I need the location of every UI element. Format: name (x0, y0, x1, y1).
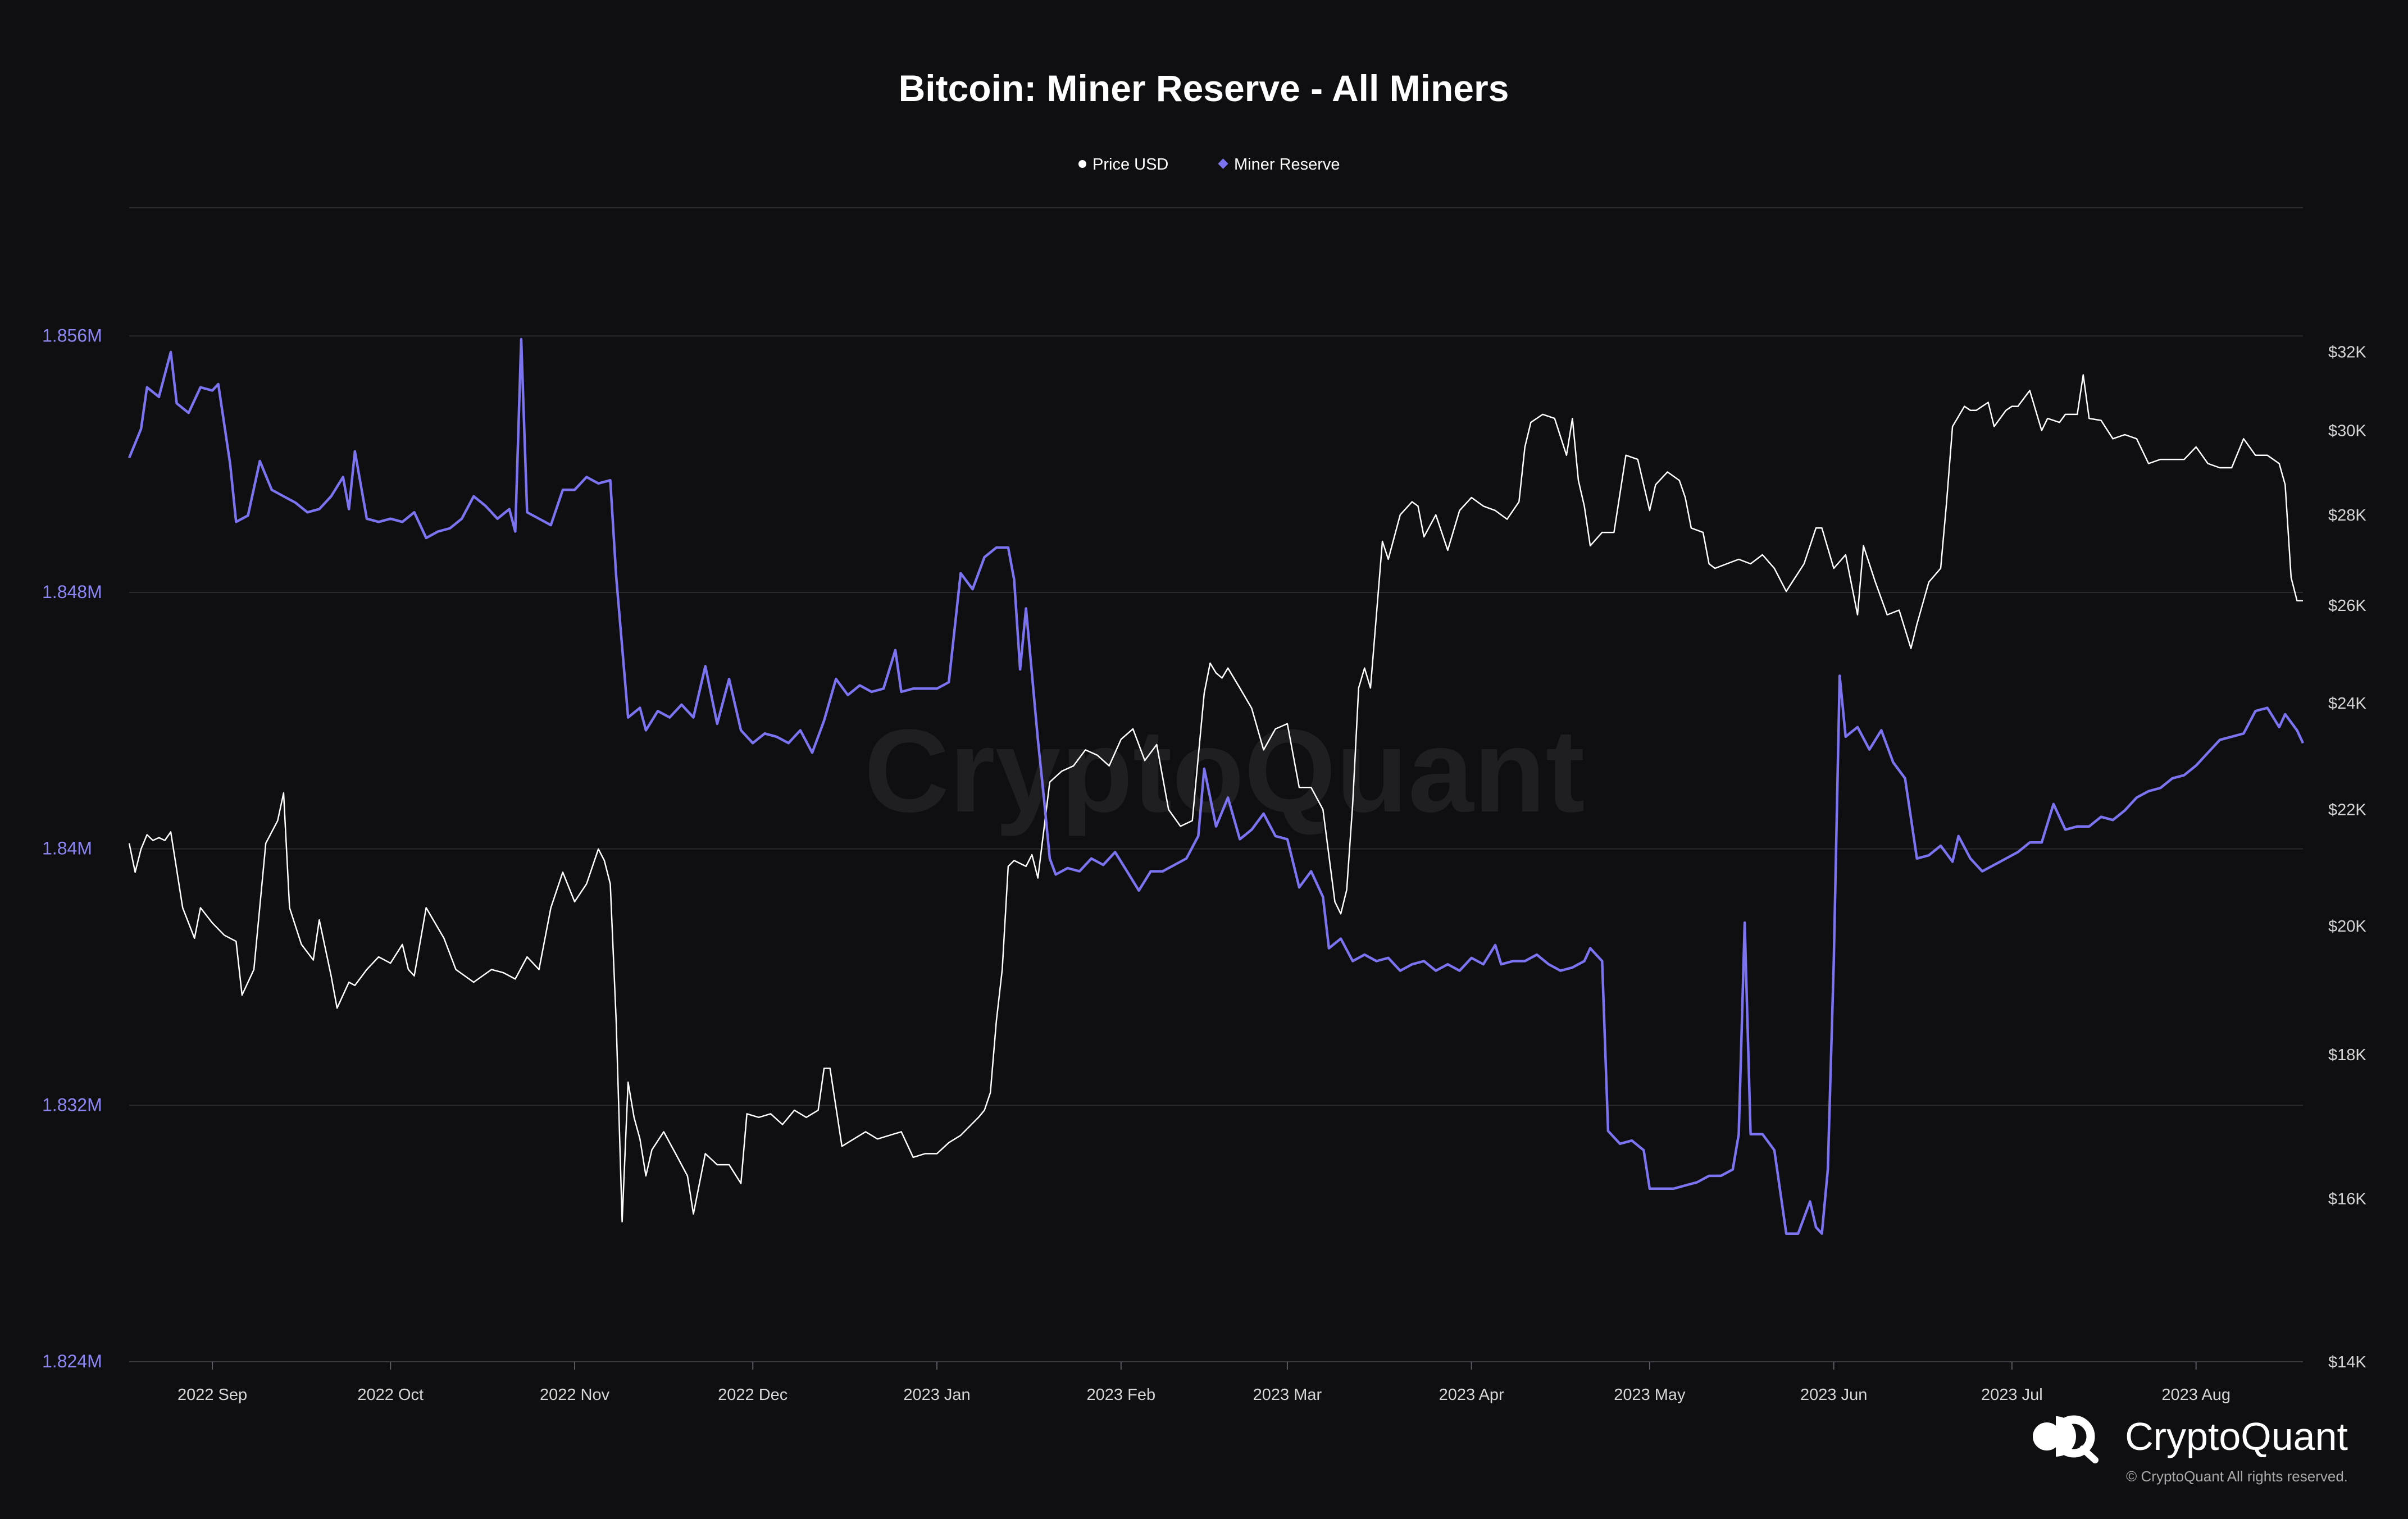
x-tick-label: 2022 Dec (718, 1386, 788, 1404)
y-right-tick-label: $18K (2328, 1046, 2366, 1064)
series-line-miner-reserve (128, 337, 2305, 1235)
legend-price-marker (1078, 160, 1086, 168)
legend-reserve-label: Miner Reserve (1234, 156, 1340, 174)
x-tick-label: 2023 Mar (1253, 1386, 1322, 1404)
x-tick-label: 2022 Oct (357, 1386, 424, 1404)
x-tick-label: 2023 Apr (1439, 1386, 1504, 1404)
grid-layer (129, 207, 2303, 1362)
x-tick-label: 2023 Jul (1981, 1386, 2043, 1404)
legend-item-price[interactable]: Price USD (1078, 156, 1168, 174)
legend-item-reserve[interactable]: Miner Reserve (1218, 156, 1340, 174)
y-left-tick-label: 1.848M (42, 582, 102, 602)
y-right-tick-label: $20K (2328, 918, 2366, 936)
y-left-tick-label: 1.856M (42, 325, 102, 345)
x-tick-label: 2023 Jun (1800, 1386, 1867, 1404)
cryptoquant-logo-icon (2033, 1415, 2099, 1463)
y-right-tick-label: $32K (2328, 343, 2366, 361)
y-right-tick-label: $26K (2328, 597, 2366, 615)
watermark: CryptoQuant (864, 705, 1585, 837)
brand-logo-text: CryptoQuant (2125, 1415, 2348, 1458)
y-right-tick-label: $14K (2328, 1353, 2366, 1371)
legend-price-label: Price USD (1093, 156, 1168, 174)
legend-reserve-marker (1218, 158, 1228, 169)
x-tick-label: 2022 Sep (177, 1386, 247, 1404)
y-right-tick-label: $16K (2328, 1190, 2366, 1208)
y-right-tick-label: $22K (2328, 801, 2366, 819)
x-tick-label: 2023 Aug (2161, 1386, 2231, 1404)
series-layer (128, 337, 2305, 1235)
y-right-tick-label: $24K (2328, 695, 2366, 713)
axis-layer: 1.824M 1.832M 1.84M 1.848M 1.856M $14K $16K $18… (42, 325, 2366, 1404)
y-left-tick-label: 1.84M (42, 838, 92, 859)
legend: Price USD Miner Reserve (1078, 156, 1340, 174)
y-right-tick-label: $28K (2328, 507, 2366, 524)
x-tick-label: 2023 May (1614, 1386, 1686, 1404)
brand-logo: CryptoQuant © CryptoQuant All rights res… (2033, 1415, 2348, 1485)
y-right-tick-label: $30K (2328, 422, 2366, 440)
chart-title: Bitcoin: Miner Reserve - All Miners (899, 67, 1509, 109)
series-line-price-usd (128, 374, 2303, 1223)
y-left-tick-label: 1.824M (42, 1351, 102, 1371)
x-tick-label: 2023 Feb (1087, 1386, 1156, 1404)
x-tick-label: 2023 Jan (903, 1386, 970, 1404)
y-left-tick-label: 1.832M (42, 1094, 102, 1115)
copyright-text: © CryptoQuant All rights reserved. (2126, 1468, 2348, 1485)
x-tick-label: 2022 Nov (540, 1386, 610, 1404)
